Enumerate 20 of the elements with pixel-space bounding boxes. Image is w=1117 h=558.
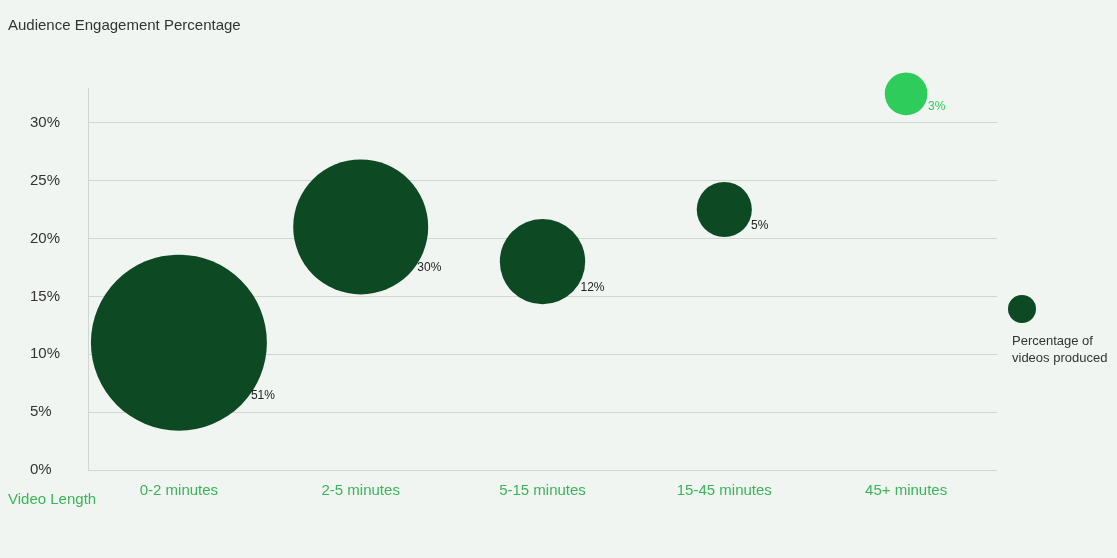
y-tick-label: 25% xyxy=(29,170,61,188)
y-tick-label: 30% xyxy=(29,112,61,130)
x-tick-label: 45+ minutes xyxy=(865,481,948,499)
x-axis-title: Video Length xyxy=(8,490,97,508)
x-tick-label: 2-5 minutes xyxy=(321,481,400,499)
legend-label: Percentage of videos produced xyxy=(1012,332,1108,365)
data-label: 30% xyxy=(417,259,442,274)
y-tick-label: 0% xyxy=(29,460,52,478)
x-tick-label: 0-2 minutes xyxy=(139,481,219,499)
y-tick-label: 15% xyxy=(29,286,61,304)
x-tick-label: 15-45 minutes xyxy=(676,481,772,499)
y-tick-label: 10% xyxy=(29,344,61,362)
y-tick-label: 20% xyxy=(29,228,61,246)
x-tick-label: 5-15 minutes xyxy=(499,481,586,499)
y-tick-label: 5% xyxy=(29,402,52,420)
data-label: 51% xyxy=(250,387,276,402)
data-label: 12% xyxy=(580,279,605,294)
data-label: 5% xyxy=(750,218,769,233)
data-label: 3% xyxy=(928,98,946,113)
y-axis-title: Audience Engagement Percentage xyxy=(8,16,241,34)
